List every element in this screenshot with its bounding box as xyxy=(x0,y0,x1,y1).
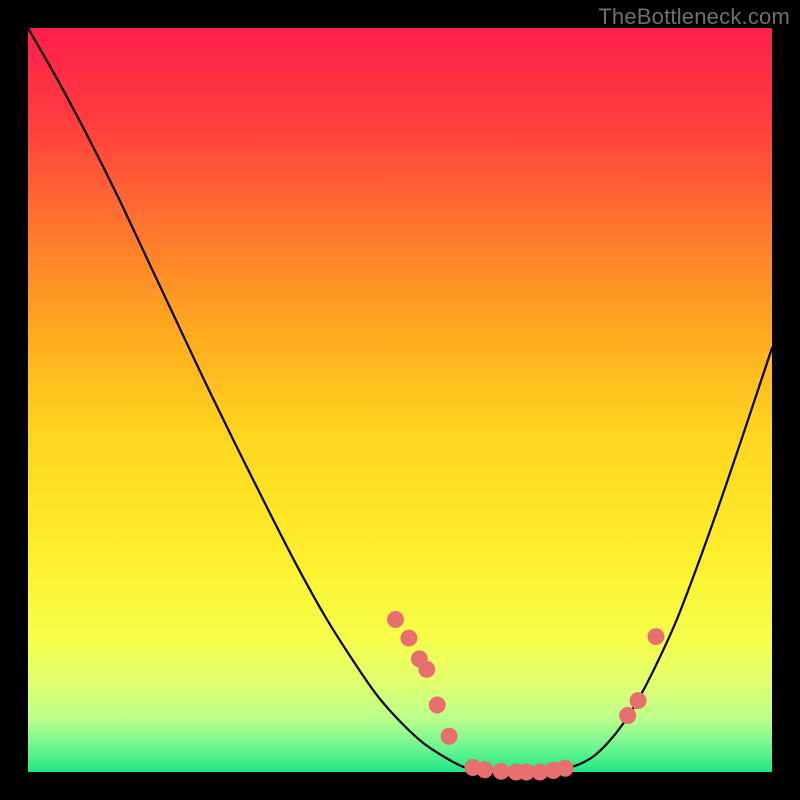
plot-background xyxy=(28,28,772,772)
data-marker xyxy=(441,728,458,745)
attribution-label: TheBottleneck.com xyxy=(598,4,790,30)
data-marker xyxy=(493,763,510,780)
data-marker xyxy=(647,628,664,645)
data-marker xyxy=(476,761,493,778)
data-marker xyxy=(387,611,404,628)
bottleneck-chart xyxy=(0,0,800,800)
data-marker xyxy=(557,760,574,777)
data-marker xyxy=(429,697,446,714)
data-marker xyxy=(630,692,647,709)
chart-container: TheBottleneck.com xyxy=(0,0,800,800)
data-marker xyxy=(418,661,435,678)
data-marker xyxy=(400,630,417,647)
data-marker xyxy=(619,707,636,724)
